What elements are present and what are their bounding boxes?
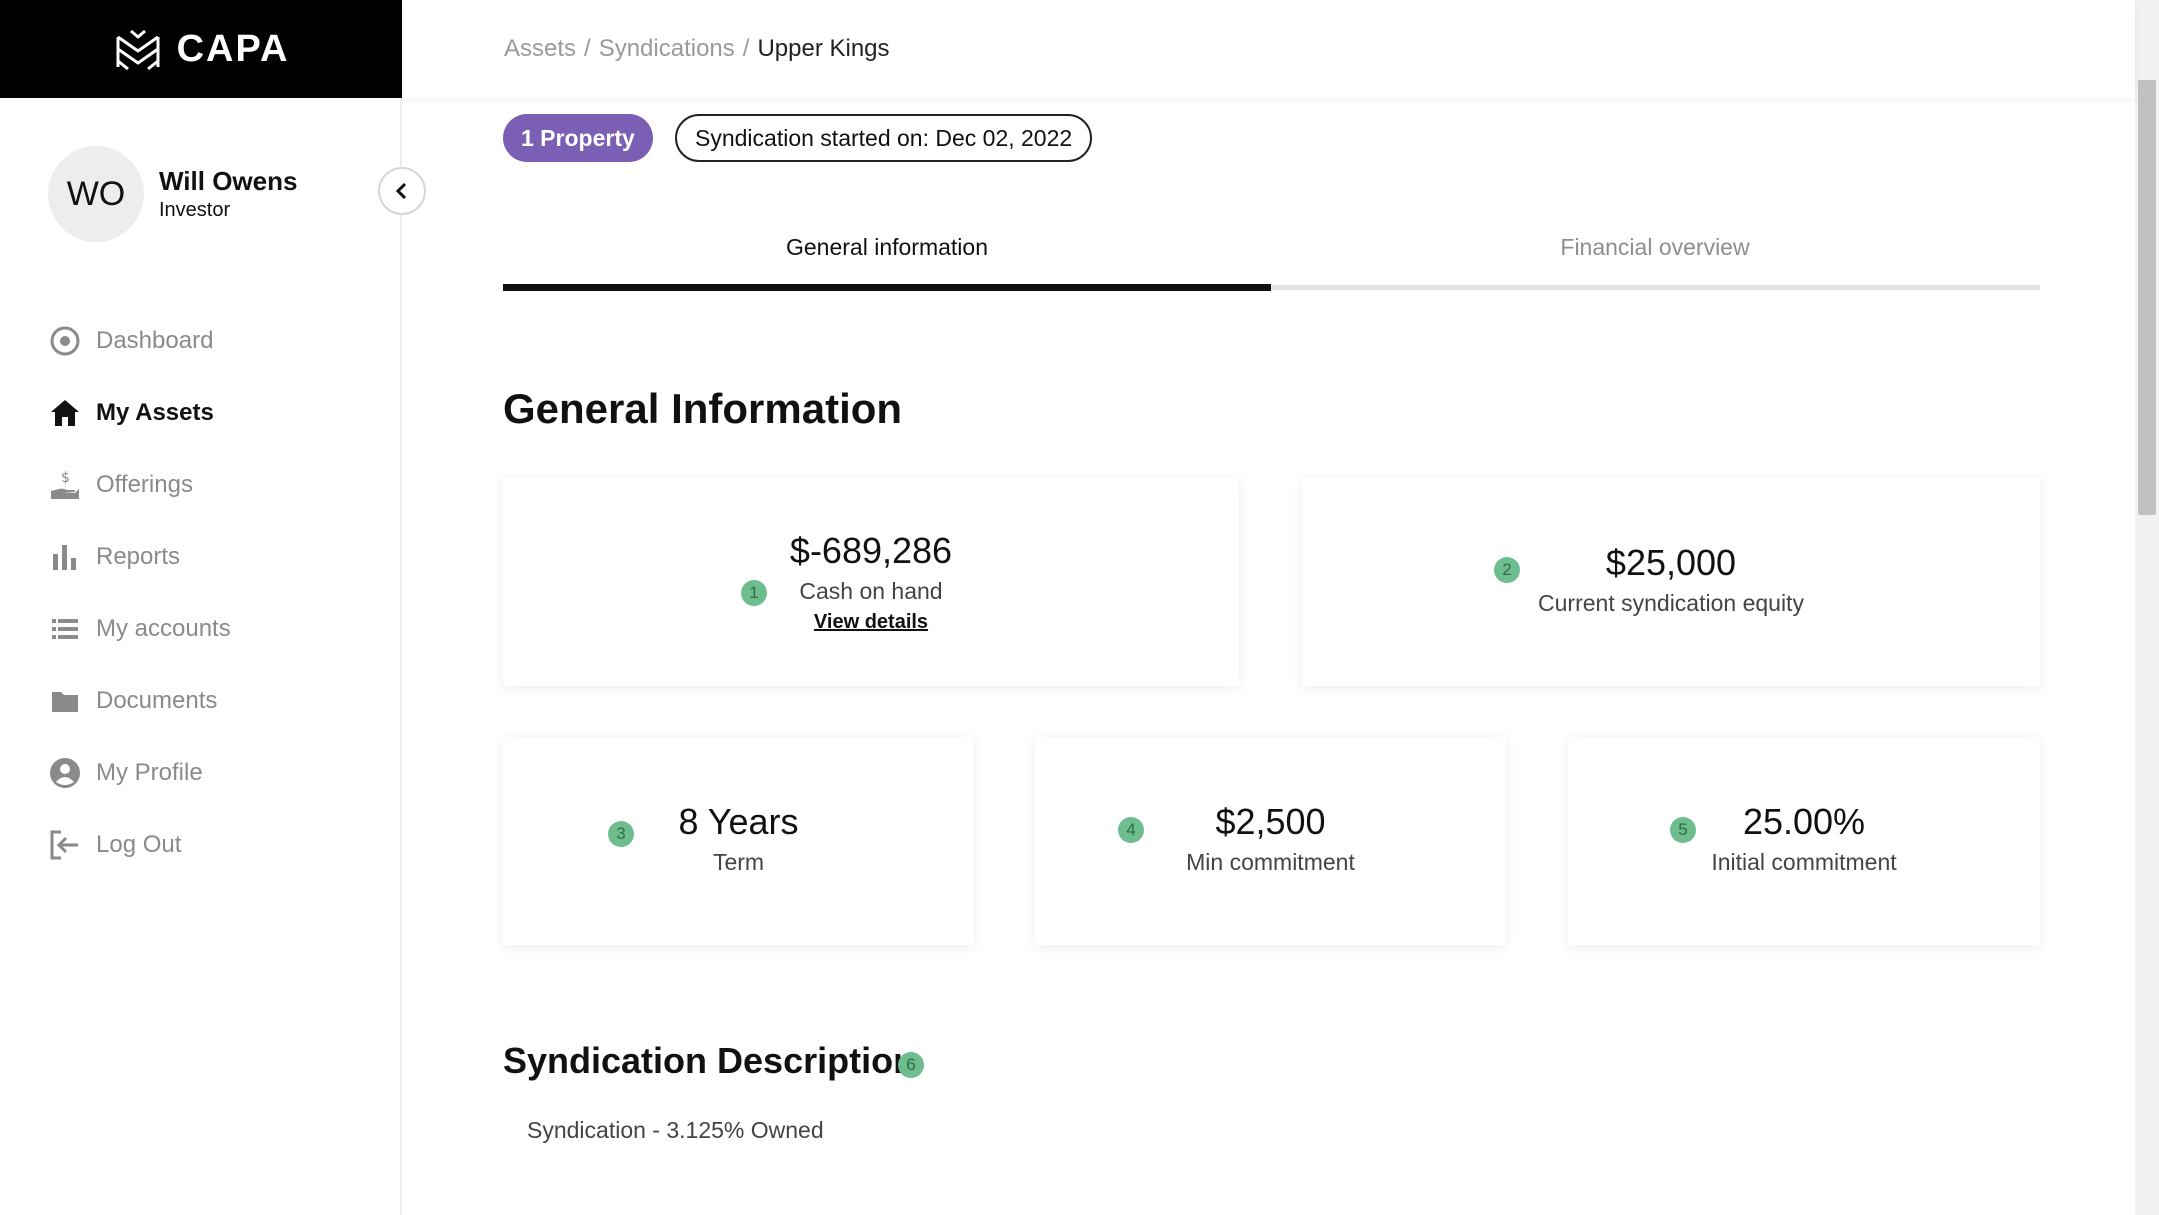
step-marker-5: 5 <box>1670 817 1696 843</box>
initial-commitment-label: Initial commitment <box>1711 849 1897 875</box>
sidebar-item-label: Offerings <box>96 471 193 498</box>
breadcrumb: Assets / Syndications / Upper Kings <box>404 0 2135 98</box>
svg-text:$: $ <box>61 470 70 486</box>
syndication-equity-value: $25,000 <box>1605 542 1737 583</box>
breadcrumb-syndications[interactable]: Syndications <box>598 35 735 62</box>
user-name: Will Owens <box>159 166 298 196</box>
sidebar-item-dashboard[interactable]: Dashboard <box>48 305 231 377</box>
page-title: General Information <box>503 385 903 432</box>
user-card: WO Will Owens Investor <box>48 146 297 242</box>
step-marker-4: 4 <box>1118 817 1144 843</box>
syndication-equity-card: $25,000 Current syndication equity 2 <box>1302 478 2040 686</box>
syndication-start-badge: Syndication started on: Dec 02, 2022 <box>675 114 1093 162</box>
sidebar-item-log-out[interactable]: Log Out <box>48 809 231 881</box>
breadcrumb-current: Upper Kings <box>757 35 890 62</box>
sidebar-item-label: My accounts <box>96 615 231 642</box>
step-marker-1: 1 <box>741 580 767 606</box>
sidebar-item-label: Dashboard <box>96 327 214 354</box>
home-icon <box>48 396 82 430</box>
tab-active-indicator <box>503 284 1271 291</box>
breadcrumb-assets[interactable]: Assets <box>504 35 577 62</box>
scrollbar-thumb[interactable] <box>2138 80 2156 515</box>
breadcrumb-separator: / <box>742 35 750 62</box>
chevron-left-icon <box>395 182 407 200</box>
user-role: Investor <box>159 199 231 221</box>
term-card: 8 Years Term 3 <box>503 737 974 945</box>
step-marker-6: 6 <box>898 1052 924 1078</box>
syndication-description-text: Syndication - 3.125% Owned <box>527 1117 824 1143</box>
min-commitment-label: Min commitment <box>1186 849 1355 875</box>
sidebar-item-label: Documents <box>96 687 218 714</box>
offerings-icon: $ <box>48 468 82 502</box>
tab-financial-overview[interactable]: Financial overview <box>1560 234 1750 260</box>
bar-chart-icon <box>48 540 82 574</box>
min-commitment-card: $2,500 Min commitment 4 <box>1035 737 1506 945</box>
view-details-link[interactable]: View details <box>813 611 929 633</box>
cash-on-hand-card: $-689,286 Cash on hand View details 1 <box>503 478 1239 686</box>
sidebar-item-offerings[interactable]: $ Offerings <box>48 449 231 521</box>
sidebar-item-label: Log Out <box>96 831 182 858</box>
tab-underline <box>503 285 2040 290</box>
tab-general-information[interactable]: General information <box>786 234 988 260</box>
logo-bar[interactable]: CAPA <box>0 0 402 98</box>
sidebar-item-my-assets[interactable]: My Assets <box>48 377 231 449</box>
profile-icon <box>48 756 82 790</box>
collapse-sidebar-button[interactable] <box>378 167 426 215</box>
sidebar-item-label: My Assets <box>96 399 214 426</box>
capa-logo-icon <box>116 29 160 71</box>
syndication-equity-label: Current syndication equity <box>1538 590 1804 616</box>
avatar: WO <box>48 146 144 242</box>
syndication-description-title: Syndication Description <box>503 1040 916 1081</box>
sidebar-item-label: Reports <box>96 543 181 570</box>
sidebar-item-documents[interactable]: Documents <box>48 665 231 737</box>
tab-bar: General information Financial overview <box>503 220 2040 292</box>
min-commitment-value: $2,500 <box>1215 801 1326 842</box>
dashboard-icon <box>48 324 82 358</box>
step-marker-3: 3 <box>608 821 634 847</box>
sidebar-item-my-accounts[interactable]: My accounts <box>48 593 231 665</box>
cash-on-hand-value: $-689,286 <box>789 530 953 571</box>
logout-icon <box>48 828 82 862</box>
sidebar: CAPA WO Will Owens Investor Dashboard My… <box>0 0 402 1215</box>
initial-commitment-card: 25.00% Initial commitment 5 <box>1568 737 2040 945</box>
step-marker-2: 2 <box>1494 557 1520 583</box>
initial-commitment-value: 25.00% <box>1742 801 1866 842</box>
sidebar-item-reports[interactable]: Reports <box>48 521 231 593</box>
brand-name: CAPA <box>176 27 290 70</box>
breadcrumb-separator: / <box>584 35 591 62</box>
term-label: Term <box>712 849 765 875</box>
sidebar-nav: Dashboard My Assets $ Offerings Reports <box>48 305 231 881</box>
folder-icon <box>48 684 82 718</box>
list-icon <box>48 612 82 646</box>
sidebar-item-label: My Profile <box>96 759 203 786</box>
cash-on-hand-label: Cash on hand <box>799 578 943 604</box>
property-count-badge: 1 Property <box>503 114 653 162</box>
sidebar-item-my-profile[interactable]: My Profile <box>48 737 231 809</box>
term-value: 8 Years <box>678 801 799 842</box>
